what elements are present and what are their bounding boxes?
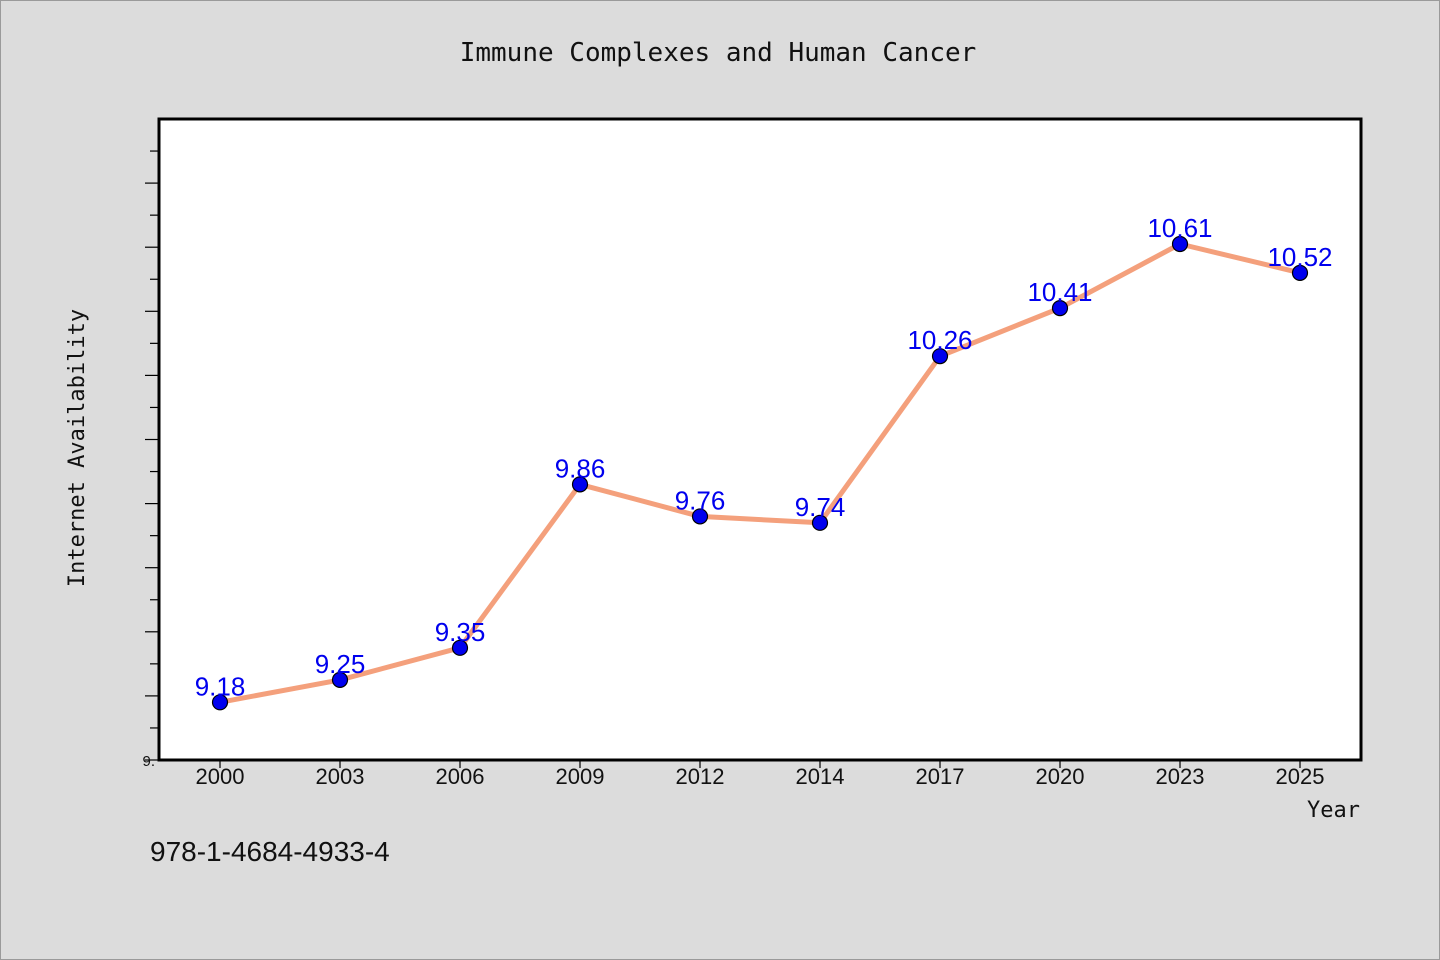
x-tick-label: 2009 xyxy=(556,764,605,789)
data-point xyxy=(1051,299,1069,317)
data-point xyxy=(1171,235,1189,253)
plot-area xyxy=(157,117,1363,762)
x-tick-label: 2000 xyxy=(196,764,245,789)
marker-group xyxy=(211,235,1309,711)
x-tick-label: 2006 xyxy=(436,764,485,789)
x-tick-label: 2023 xyxy=(1156,764,1205,789)
y-axis-label: Internet Availability xyxy=(65,309,90,587)
data-point xyxy=(811,514,829,531)
x-tick-label: 2003 xyxy=(316,764,365,789)
data-label: 9.25 xyxy=(315,649,366,679)
data-label: 9.76 xyxy=(675,485,726,515)
data-point xyxy=(211,694,229,711)
data-label: 9.35 xyxy=(435,617,486,647)
x-tick-label: 2020 xyxy=(1036,764,1085,789)
series-line xyxy=(217,241,1303,705)
data-label: 9.86 xyxy=(555,453,606,483)
x-tick-label: 2014 xyxy=(796,764,845,789)
x-tick-label: 2025 xyxy=(1276,764,1325,789)
y-tick-label: 9. xyxy=(142,753,155,770)
data-label: 10.61 xyxy=(1147,213,1212,243)
data-point xyxy=(691,508,709,525)
data-point xyxy=(931,348,949,365)
data-label: 9.18 xyxy=(195,671,246,701)
data-label: 10.41 xyxy=(1027,277,1092,307)
x-tick-label: 2017 xyxy=(916,764,965,789)
x-tick-label: 2012 xyxy=(676,764,725,789)
isbn-text: 978-1-4684-4933-4 xyxy=(150,836,390,867)
x-axis-label: Year xyxy=(1307,798,1360,823)
x-axis-ticks: 2000 2003 2006 2009 2012 2014 2017 2020 2023 2025 xyxy=(196,760,1325,789)
data-label: 10.26 xyxy=(907,325,972,355)
series-line-group xyxy=(217,241,1303,705)
data-point xyxy=(571,476,589,493)
data-label-group: 9.18 9.25 9.35 9.86 9.76 9.74 10.26 10.41 10.61 1… xyxy=(195,213,1333,701)
data-point xyxy=(331,671,349,688)
data-point xyxy=(451,639,469,656)
data-point xyxy=(1291,264,1309,281)
data-label: 10.52 xyxy=(1267,242,1332,272)
data-label: 9.74 xyxy=(795,492,846,522)
chart-title: Immune Complexes and Human Cancer xyxy=(460,38,977,68)
y-axis-ticks: 9. xyxy=(142,150,159,770)
